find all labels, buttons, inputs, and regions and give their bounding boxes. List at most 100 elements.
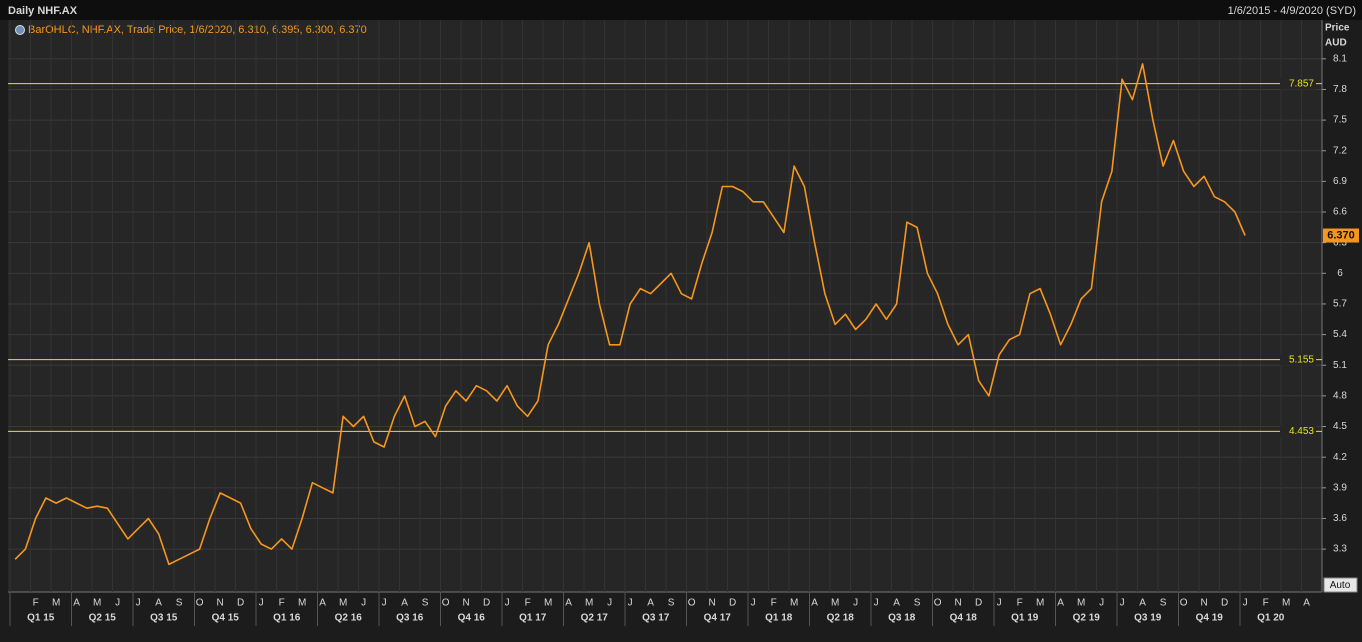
x-tick-label: A — [811, 598, 818, 609]
chart-title: Daily NHF.AX — [8, 5, 78, 17]
quarter-label: Q3 17 — [642, 613, 670, 624]
y-tick-label: 3.3 — [1333, 544, 1347, 555]
x-tick-label: M — [52, 598, 60, 609]
x-tick-label: J — [751, 598, 756, 609]
reference-label: 5.155 — [1289, 354, 1314, 365]
x-tick-label: O — [196, 598, 204, 609]
x-tick-label: F — [771, 598, 777, 609]
date-range: 1/6/2015 - 4/9/2020 (SYD) — [1228, 5, 1356, 17]
quarter-label: Q3 15 — [150, 613, 178, 624]
y-tick-label: 4.5 — [1333, 421, 1347, 432]
quarter-label: Q1 19 — [1011, 613, 1039, 624]
y-axis-label: Price — [1325, 23, 1350, 34]
x-tick-label: J — [853, 598, 858, 609]
x-tick-label: A — [401, 598, 408, 609]
x-tick-label: J — [1120, 598, 1125, 609]
plot-area — [8, 20, 1322, 592]
quarter-label: Q1 18 — [765, 613, 793, 624]
x-tick-label: J — [361, 598, 366, 609]
x-tick-label: J — [628, 598, 633, 609]
quarter-label: Q2 17 — [581, 613, 609, 624]
y-tick-label: 5.4 — [1333, 329, 1347, 340]
x-tick-label: J — [136, 598, 141, 609]
x-tick-label: F — [279, 598, 285, 609]
quarter-label: Q1 15 — [27, 613, 55, 624]
header-bar — [0, 0, 1362, 20]
y-tick-label: 3.6 — [1333, 513, 1347, 524]
quarter-label: Q4 19 — [1196, 613, 1224, 624]
x-tick-label: F — [1263, 598, 1269, 609]
x-tick-label: O — [442, 598, 450, 609]
reference-label-bg — [1280, 425, 1316, 438]
x-tick-label: J — [607, 598, 612, 609]
x-tick-label: A — [647, 598, 654, 609]
last-price-label: 6.370 — [1327, 229, 1355, 241]
y-tick-label: 7.8 — [1333, 84, 1347, 95]
y-tick-label: 4.8 — [1333, 391, 1347, 402]
x-tick-label: A — [893, 598, 900, 609]
x-tick-label: M — [1036, 598, 1044, 609]
x-tick-label: S — [1160, 598, 1167, 609]
reference-label: 7.857 — [1289, 78, 1314, 89]
y-tick-label: 3.9 — [1333, 482, 1347, 493]
x-tick-label: N — [217, 598, 224, 609]
x-tick-label: A — [1139, 598, 1146, 609]
reference-label: 4.453 — [1289, 426, 1314, 437]
x-tick-label: O — [688, 598, 696, 609]
y-tick-label: 5.1 — [1333, 360, 1347, 371]
reference-label-bg — [1280, 77, 1316, 90]
x-tick-label: M — [1282, 598, 1290, 609]
x-tick-label: N — [463, 598, 470, 609]
quarter-label: Q3 19 — [1134, 613, 1162, 624]
x-tick-label: O — [1180, 598, 1188, 609]
marks — [8, 63, 1322, 566]
quarter-label: Q1 17 — [519, 613, 547, 624]
x-tick-label: S — [422, 598, 429, 609]
x-tick-label: N — [955, 598, 962, 609]
x-tick-label: A — [319, 598, 326, 609]
x-tick-label: J — [1099, 598, 1104, 609]
y-tick-label: 7.2 — [1333, 145, 1347, 156]
x-tick-label: M — [831, 598, 839, 609]
x-tick-label: J — [382, 598, 387, 609]
quarter-label: Q2 18 — [827, 613, 855, 624]
x-tick-label: D — [975, 598, 982, 609]
quarter-label: Q4 17 — [704, 613, 732, 624]
x-tick-label: M — [585, 598, 593, 609]
auto-button[interactable] — [1323, 577, 1358, 593]
y-tick-label: 6.6 — [1333, 207, 1347, 218]
x-tick-label: M — [544, 598, 552, 609]
x-tick-label: N — [1201, 598, 1208, 609]
x-tick-label: J — [874, 598, 879, 609]
x-tick-label: F — [1017, 598, 1023, 609]
x-tick-label: M — [1077, 598, 1085, 609]
x-tick-label: N — [709, 598, 716, 609]
x-tick-label: J — [259, 598, 264, 609]
y-tick-label: 6.9 — [1333, 176, 1347, 187]
x-tick-label: M — [339, 598, 347, 609]
x-tick-label: F — [525, 598, 531, 609]
legend-icon[interactable] — [15, 25, 25, 35]
x-tick-label: D — [1221, 598, 1228, 609]
x-tick-label: A — [155, 598, 162, 609]
quarter-label: Q2 19 — [1073, 613, 1101, 624]
auto-button-label[interactable]: Auto — [1330, 580, 1351, 591]
quarter-label: Q3 18 — [888, 613, 916, 624]
last-price-tag — [1323, 228, 1359, 243]
legend-text: BarOHLC, NHF.AX, Trade Price, 1/6/2020, … — [28, 24, 367, 36]
x-tick-label: M — [790, 598, 798, 609]
x-tick-label: J — [115, 598, 120, 609]
y-tick-label: 8.1 — [1333, 53, 1347, 64]
x-tick-label: O — [934, 598, 942, 609]
quarter-label: Q4 16 — [458, 613, 486, 624]
x-tick-label: M — [298, 598, 306, 609]
x-tick-label: S — [914, 598, 921, 609]
y-axis-unit: AUD — [1325, 38, 1347, 49]
x-tick-label: A — [73, 598, 80, 609]
price-line — [14, 63, 1246, 566]
grid — [8, 20, 1326, 626]
x-tick-label: A — [1057, 598, 1064, 609]
quarter-label: Q4 18 — [950, 613, 978, 624]
y-tick-label: 6 — [1337, 268, 1343, 279]
